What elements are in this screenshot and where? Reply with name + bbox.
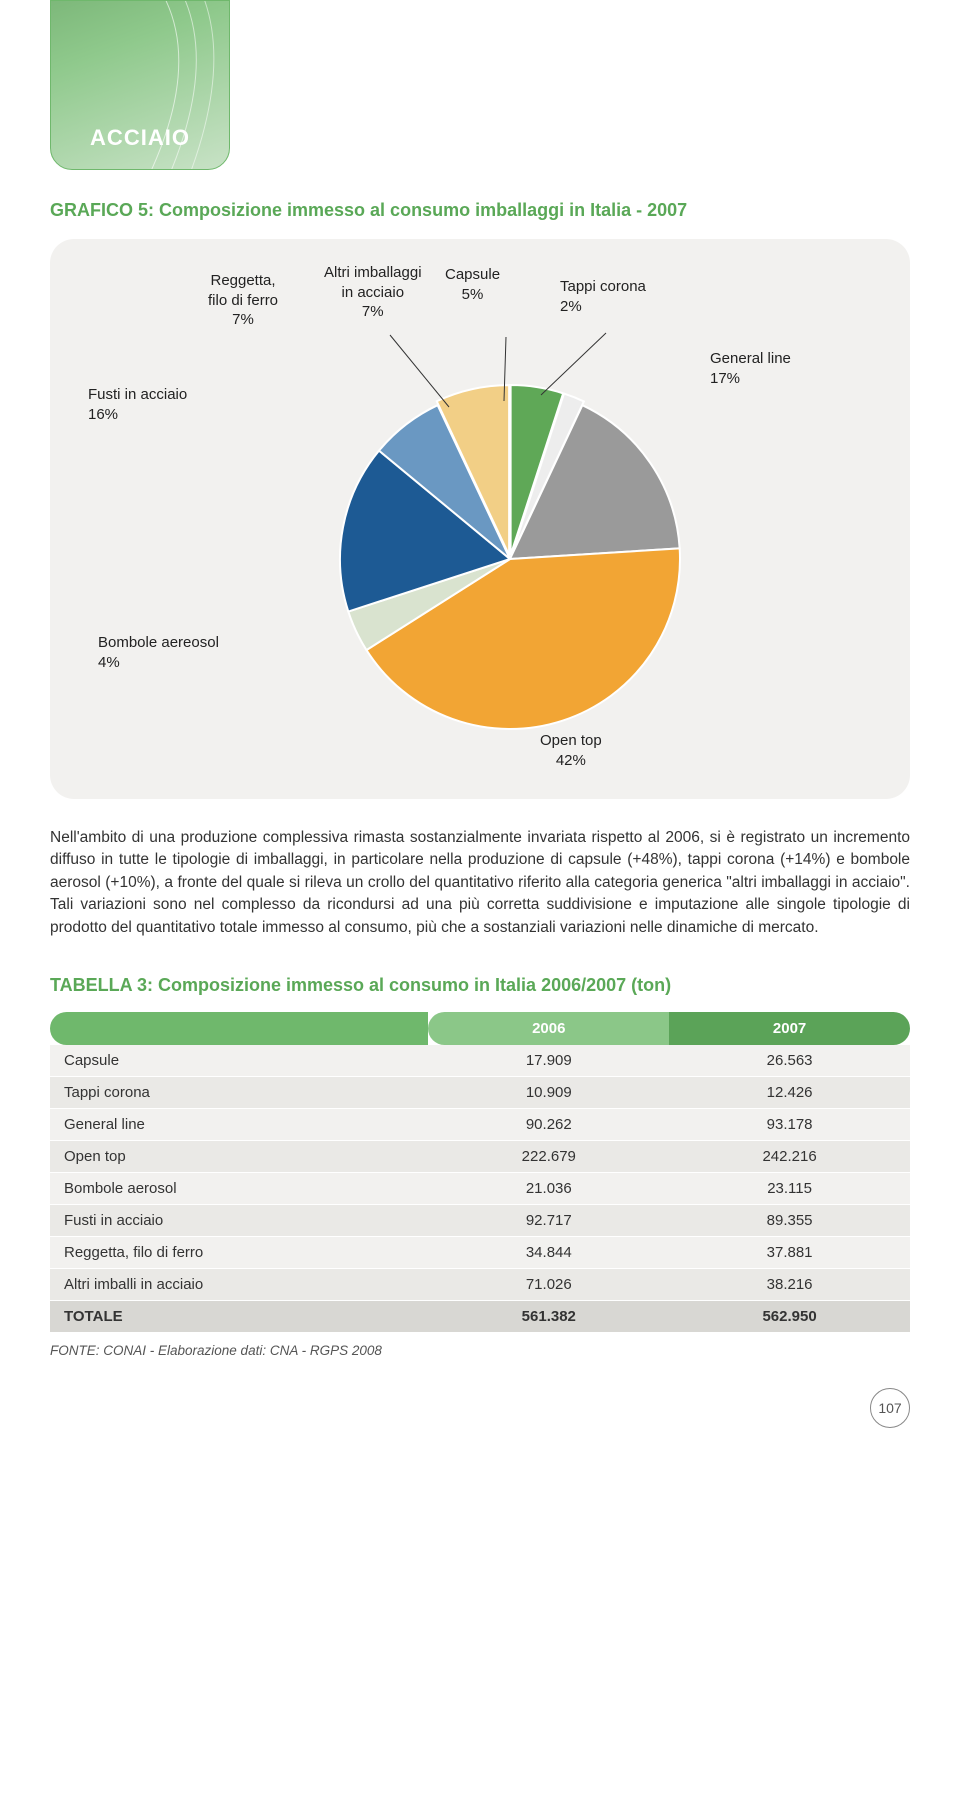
row-label: Capsule: [50, 1045, 428, 1077]
row-label: Reggetta, filo di ferro: [50, 1237, 428, 1269]
row-label: Open top: [50, 1141, 428, 1173]
row-2006: 71.026: [428, 1269, 669, 1301]
row-label: Bombole aerosol: [50, 1173, 428, 1205]
row-2006: 222.679: [428, 1141, 669, 1173]
table-source: FONTE: CONAI - Elaborazione dati: CNA - …: [50, 1343, 910, 1358]
pie-slice-label: Bombole aereosol4%: [98, 633, 219, 672]
row-label: Altri imballi in acciaio: [50, 1269, 428, 1301]
pie-slice-label: Open top42%: [540, 731, 602, 770]
row-label: Tappi corona: [50, 1077, 428, 1109]
row-2007: 242.216: [669, 1141, 910, 1173]
data-table: 2006 2007 Capsule 17.909 26.563Tappi cor…: [50, 1012, 910, 1333]
table-row: Capsule 17.909 26.563: [50, 1045, 910, 1077]
table-row: Fusti in acciaio 92.717 89.355: [50, 1205, 910, 1237]
table-header-row: 2006 2007: [50, 1012, 910, 1045]
pie-slice-label: Altri imballaggiin acciaio7%: [324, 263, 422, 322]
pie-slice-label: Fusti in acciaio16%: [88, 385, 187, 424]
table-total-row: TOTALE 561.382 562.950: [50, 1301, 910, 1333]
pie-slice-label: Reggetta,filo di ferro7%: [208, 271, 278, 330]
table-row: Bombole aerosol 21.036 23.115: [50, 1173, 910, 1205]
row-2006: 17.909: [428, 1045, 669, 1077]
chart-title: GRAFICO 5: Composizione immesso al consu…: [50, 200, 910, 221]
row-2007: 93.178: [669, 1109, 910, 1141]
total-2006: 561.382: [428, 1301, 669, 1333]
pie-chart-panel: Capsule5% Tappi corona2% General line17% Op…: [50, 239, 910, 799]
tab-label: ACCIAIO: [51, 125, 229, 151]
col-2006: 2006: [428, 1012, 669, 1045]
row-2007: 37.881: [669, 1237, 910, 1269]
table-row: General line 90.262 93.178: [50, 1109, 910, 1141]
row-label: General line: [50, 1109, 428, 1141]
pie-slice-label: Tappi corona2%: [560, 277, 646, 316]
table-row: Altri imballi in acciaio 71.026 38.216: [50, 1269, 910, 1301]
row-2007: 38.216: [669, 1269, 910, 1301]
total-2007: 562.950: [669, 1301, 910, 1333]
table-row: Open top 222.679 242.216: [50, 1141, 910, 1173]
row-2007: 26.563: [669, 1045, 910, 1077]
col-2007: 2007: [669, 1012, 910, 1045]
table-title: TABELLA 3: Composizione immesso al consu…: [50, 975, 910, 996]
row-2007: 12.426: [669, 1077, 910, 1109]
row-2007: 23.115: [669, 1173, 910, 1205]
row-2006: 92.717: [428, 1205, 669, 1237]
pie-slice-label: Capsule5%: [445, 265, 500, 304]
total-label: TOTALE: [50, 1301, 428, 1333]
row-2007: 89.355: [669, 1205, 910, 1237]
pie-slice-label: General line17%: [710, 349, 791, 388]
col-blank: [50, 1012, 428, 1045]
row-label: Fusti in acciaio: [50, 1205, 428, 1237]
table-row: Reggetta, filo di ferro 34.844 37.881: [50, 1237, 910, 1269]
row-2006: 34.844: [428, 1237, 669, 1269]
table-row: Tappi corona 10.909 12.426: [50, 1077, 910, 1109]
row-2006: 10.909: [428, 1077, 669, 1109]
body-paragraph: Nell'ambito di una produzione complessiv…: [50, 827, 910, 939]
row-2006: 90.262: [428, 1109, 669, 1141]
page-number: 107: [870, 1388, 910, 1428]
section-tab: ACCIAIO: [50, 0, 230, 170]
row-2006: 21.036: [428, 1173, 669, 1205]
